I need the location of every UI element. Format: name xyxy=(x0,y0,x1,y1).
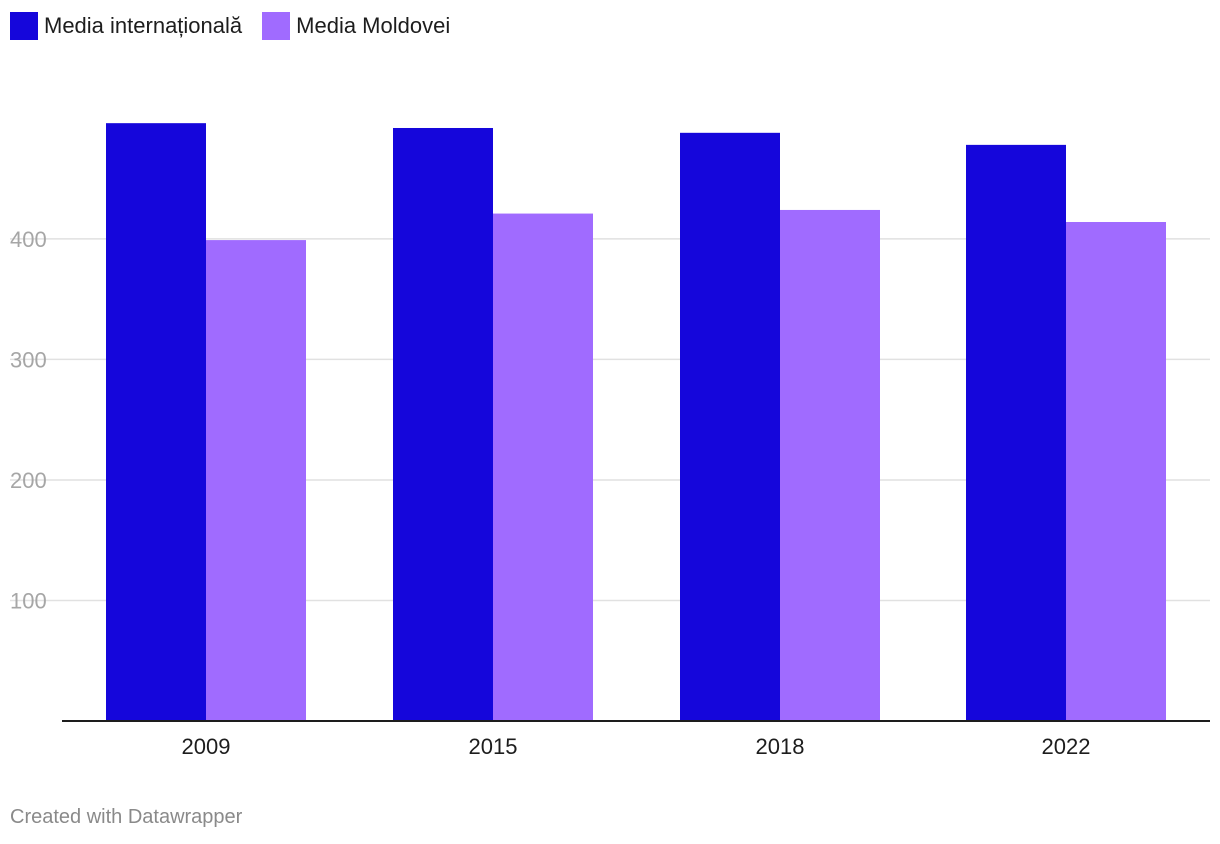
legend-label-moldova: Media Moldovei xyxy=(296,13,451,38)
bar-moldova-2009 xyxy=(206,240,306,721)
bar-international-2009 xyxy=(106,123,206,721)
y-tick-label-200: 200 xyxy=(10,468,47,493)
legend-swatch-moldova xyxy=(262,12,291,40)
chart-legend: Media internațională Media Moldovei xyxy=(10,12,450,40)
x-tick-label-2009: 2009 xyxy=(182,734,231,759)
y-tick-label-100: 100 xyxy=(10,588,47,613)
bar-international-2015 xyxy=(393,127,493,721)
bar-international-2018 xyxy=(680,132,780,721)
legend-swatch-international xyxy=(10,12,38,40)
x-tick-label-2015: 2015 xyxy=(469,734,518,759)
bar-moldova-2015 xyxy=(493,213,593,721)
x-tick-label-2022: 2022 xyxy=(1042,734,1091,759)
bar-moldova-2022 xyxy=(1066,222,1166,721)
bar-international-2022 xyxy=(966,144,1066,722)
bar-moldova-2018 xyxy=(780,209,880,721)
footer-credit: Created with Datawrapper xyxy=(10,806,243,828)
y-tick-label-300: 300 xyxy=(10,347,47,372)
y-tick-label-400: 400 xyxy=(10,227,47,252)
legend-item-international: Media internațională xyxy=(10,12,242,40)
legend-item-moldova: Media Moldovei xyxy=(262,12,450,40)
legend-label-international: Media internațională xyxy=(44,13,243,38)
x-tick-label-2018: 2018 xyxy=(756,734,805,759)
